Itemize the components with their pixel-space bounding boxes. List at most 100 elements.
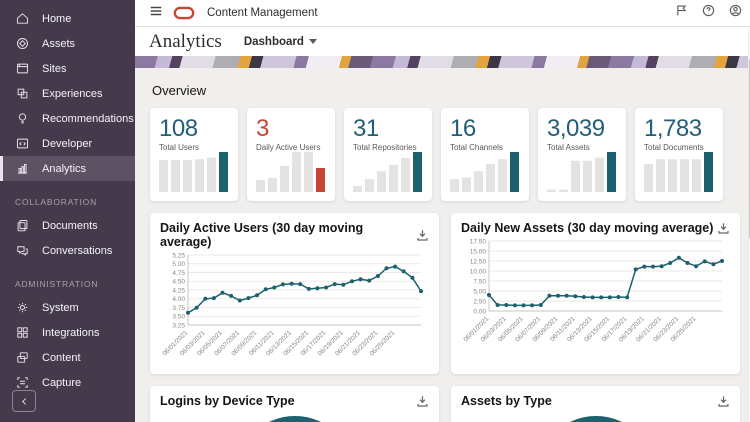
svg-text:5.25: 5.25 [172, 252, 185, 259]
sidebar-item-developer[interactable]: Developer [0, 131, 135, 156]
pie-chart [535, 416, 656, 422]
sidebar-item-label: Integrations [42, 326, 100, 339]
integrations-icon [15, 325, 30, 340]
line-chart: 3.253.503.754.004.254.504.755.005.2506/0… [161, 252, 423, 357]
mini-bar-chart [644, 152, 713, 193]
svg-text:3.25: 3.25 [172, 322, 185, 329]
developer-icon [15, 136, 30, 151]
stat-value: 16 [450, 115, 476, 142]
sidebar: Home Assets Sites Experiences Recommendation… [0, 0, 135, 422]
oracle-logo-icon [173, 6, 195, 20]
dashboard-selector[interactable]: Dashboard [244, 36, 317, 48]
sidebar-item-documents[interactable]: Documents [0, 213, 135, 238]
sidebar-item-label: Documents [42, 219, 98, 232]
stat-card-total-repositories: 31 Total Repositories [344, 108, 432, 201]
chart-title: Daily New Assets (30 day moving average) [461, 221, 714, 235]
recommendations-icon [15, 111, 30, 126]
hamburger-menu-icon[interactable] [149, 4, 163, 23]
sidebar-item-label: Assets [42, 37, 76, 50]
capture-icon [15, 375, 30, 390]
sites-icon [15, 61, 30, 76]
topbar-actions [675, 4, 742, 22]
svg-text:12.50: 12.50 [470, 258, 487, 265]
stat-value: 3,039 [547, 115, 605, 142]
stat-mini-chart [353, 152, 423, 197]
stat-mini-chart [547, 152, 617, 197]
overview-heading: Overview [152, 83, 207, 98]
sidebar-item-label: Developer [42, 137, 93, 150]
stat-label: Total Documents [644, 143, 704, 153]
page-header: Analytics Dashboard [135, 27, 750, 56]
sidebar-item-label: Analytics [42, 162, 87, 175]
chart-title: Daily Active Users (30 day moving averag… [160, 221, 364, 249]
svg-text:15.00: 15.00 [470, 248, 487, 255]
sidebar-item-label: Content [42, 351, 81, 364]
sidebar-item-recommendations[interactable]: Recommendations [0, 106, 135, 131]
line-chart-card: Daily Active Users (30 day moving averag… [150, 213, 439, 374]
mini-bar-chart [547, 152, 616, 193]
svg-text:3.75: 3.75 [172, 305, 185, 312]
content-area: Overview 108 Total Users 3 Daily Active Use… [135, 68, 750, 422]
download-icon[interactable] [416, 395, 429, 408]
download-icon[interactable] [717, 395, 730, 408]
help-icon[interactable] [702, 4, 715, 22]
sidebar-collapse-button[interactable] [12, 390, 36, 412]
line-chart-card: Daily New Assets (30 day moving average)… [451, 213, 740, 374]
chart-title: Assets by Type [461, 394, 552, 408]
sidebar-item-label: Experiences [42, 87, 103, 100]
pie-chart-card: Logins by Device Type [150, 386, 439, 422]
svg-text:4.75: 4.75 [172, 270, 185, 277]
download-icon[interactable] [717, 222, 730, 235]
svg-text:4.00: 4.00 [172, 296, 185, 303]
pie-chart [234, 416, 355, 422]
sidebar-item-conversations[interactable]: Conversations [0, 238, 135, 263]
stat-label: Total Channels [450, 143, 503, 153]
chart-card-header: Assets by Type [461, 394, 730, 408]
account-icon[interactable] [729, 4, 742, 22]
svg-text:5.00: 5.00 [172, 261, 185, 268]
main-area: Content Management Analytics Dashboard [135, 0, 750, 422]
sidebar-item-home[interactable]: Home [0, 6, 135, 31]
mini-bar-chart [256, 152, 325, 193]
stat-card-total-documents: 1,783 Total Documents [635, 108, 723, 201]
conversations-icon [15, 243, 30, 258]
topbar: Content Management [135, 0, 750, 27]
stat-label: Total Users [159, 143, 200, 153]
sidebar-item-label: Home [42, 12, 72, 25]
flag-icon[interactable] [675, 4, 688, 22]
svg-text:5.00: 5.00 [473, 288, 486, 295]
download-icon[interactable] [416, 229, 429, 242]
sidebar-item-assets[interactable]: Assets [0, 31, 135, 56]
stat-value: 31 [353, 115, 379, 142]
svg-text:4.50: 4.50 [172, 279, 185, 286]
sidebar-item-sites[interactable]: Sites [0, 56, 135, 81]
svg-text:7.50: 7.50 [473, 278, 486, 285]
sidebar-section-label: COLLABORATION [15, 197, 98, 207]
stat-value: 3 [256, 115, 269, 142]
sidebar-item-label: Capture [42, 376, 82, 389]
sidebar-item-analytics[interactable]: Analytics [0, 156, 135, 181]
sidebar-item-label: Sites [42, 62, 67, 75]
sidebar-item-experiences[interactable]: Experiences [0, 81, 135, 106]
stat-mini-chart [450, 152, 520, 197]
sidebar-item-capture[interactable]: Capture [0, 370, 135, 395]
sidebar-item-integrations[interactable]: Integrations [0, 320, 135, 345]
sidebar-item-label: Recommendations [42, 112, 134, 125]
line-chart: 0.002.505.007.5010.0012.5015.0017.5006/0… [462, 238, 724, 343]
sidebar-item-content[interactable]: Content [0, 345, 135, 370]
svg-text:17.50: 17.50 [470, 238, 487, 245]
sidebar-item-system[interactable]: System [0, 295, 135, 320]
svg-text:0.00: 0.00 [473, 308, 486, 315]
stat-card-total-users: 108 Total Users [150, 108, 238, 201]
sidebar-section-label: ADMINISTRATION [15, 279, 99, 289]
stat-card-total-channels: 16 Total Channels [441, 108, 529, 201]
decorative-banner [135, 56, 750, 68]
sidebar-item-label: System [42, 301, 79, 314]
svg-text:4.25: 4.25 [172, 287, 185, 294]
chart-card-header: Daily New Assets (30 day moving average) [461, 221, 730, 235]
assets-icon [15, 36, 30, 51]
stat-label: Total Assets [547, 143, 590, 153]
mini-bar-chart [353, 152, 422, 193]
page-title: Analytics [149, 30, 222, 52]
svg-text:10.00: 10.00 [470, 268, 487, 275]
